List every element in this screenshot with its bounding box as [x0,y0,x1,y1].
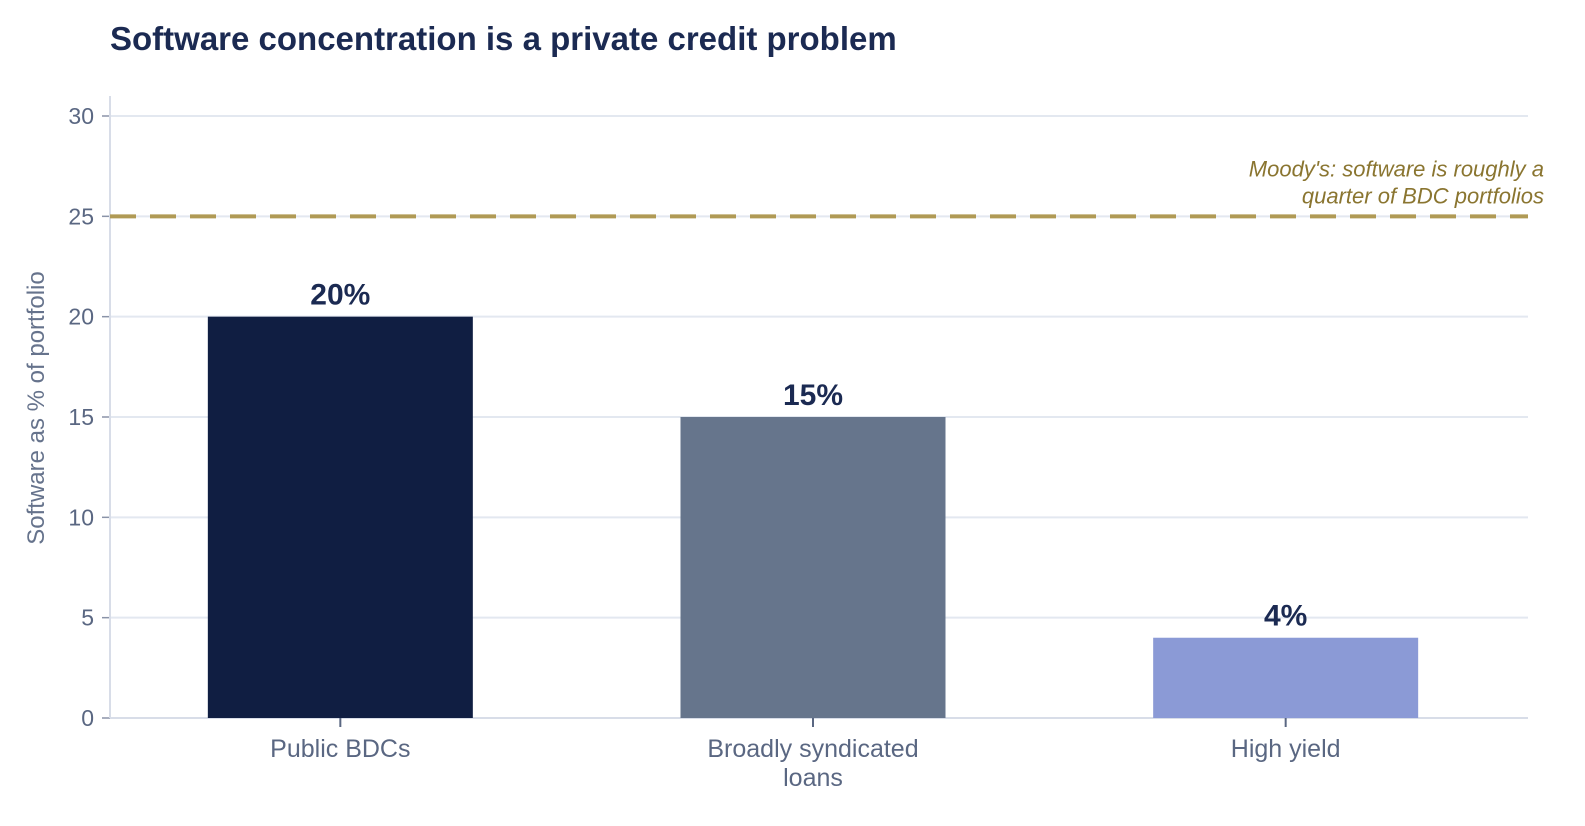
reference-annotation: quarter of BDC portfolios [1302,183,1544,208]
y-tick-labels: 0 5 10 15 20 25 30 [68,103,94,731]
y-tick-label: 20 [68,304,94,330]
x-tick-label: Public BDCs [270,735,410,763]
y-tick-label: 15 [68,404,94,430]
y-tick-label: 0 [81,705,94,731]
bar [1153,637,1419,718]
x-tick-label: Broadly syndicated [707,735,918,763]
y-tick-label: 25 [68,203,94,229]
x-tick-label: High yield [1231,735,1341,763]
y-tick-label: 5 [81,605,94,631]
bars [207,316,1419,718]
x-tick-label: loans [783,764,843,792]
bar-value-label: 4% [1264,600,1307,633]
bar [680,417,946,718]
bar-value-label: 20% [310,279,370,312]
y-tick-label: 30 [68,103,94,129]
y-axis-title: Software as % of portfolio [23,271,50,544]
bar [207,316,473,718]
bar-value-label: 15% [783,379,843,412]
chart-title: Software concentration is a private cred… [110,20,897,57]
reference-annotation: Moody's: software is roughly a [1249,156,1544,181]
y-tick-label: 10 [68,504,94,530]
value-labels: 20% 15% 4% [310,279,1307,633]
